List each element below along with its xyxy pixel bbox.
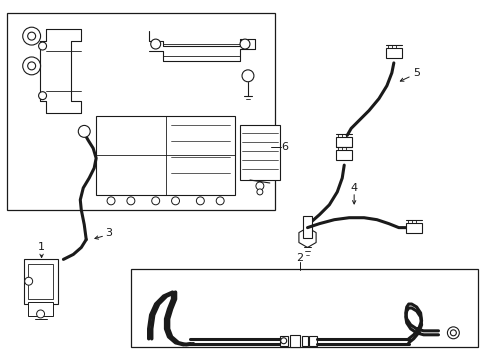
- Circle shape: [37, 310, 44, 318]
- Circle shape: [39, 92, 46, 100]
- Circle shape: [28, 32, 36, 40]
- Bar: [336, 137, 351, 147]
- Circle shape: [196, 197, 204, 205]
- Circle shape: [150, 39, 161, 49]
- Bar: [289, 335, 299, 347]
- Circle shape: [28, 62, 36, 70]
- Bar: [336, 150, 351, 160]
- Text: 5: 5: [412, 68, 419, 78]
- Bar: [28, 264, 53, 299]
- Bar: [279, 336, 287, 346]
- Bar: [28, 302, 53, 316]
- Bar: [405, 223, 421, 233]
- Bar: [131, 269, 477, 347]
- Bar: [96, 116, 235, 195]
- Circle shape: [22, 57, 41, 75]
- Bar: [301, 336, 307, 346]
- Bar: [7, 13, 274, 210]
- Circle shape: [256, 189, 263, 195]
- Text: 2: 2: [295, 253, 303, 264]
- Circle shape: [240, 39, 249, 49]
- Circle shape: [39, 42, 46, 50]
- Circle shape: [242, 70, 253, 82]
- Circle shape: [280, 338, 286, 344]
- Bar: [24, 260, 59, 304]
- Circle shape: [255, 182, 264, 190]
- Circle shape: [107, 197, 115, 205]
- Text: 3: 3: [105, 228, 112, 238]
- Circle shape: [22, 27, 41, 45]
- Circle shape: [127, 197, 135, 205]
- Circle shape: [216, 197, 224, 205]
- Text: 1: 1: [38, 243, 45, 252]
- Bar: [240, 125, 279, 180]
- Bar: [309, 336, 317, 346]
- Circle shape: [151, 197, 160, 205]
- Circle shape: [449, 330, 455, 336]
- Circle shape: [171, 197, 179, 205]
- Bar: [302, 216, 312, 238]
- Circle shape: [25, 277, 33, 285]
- Text: 4: 4: [350, 183, 357, 193]
- Circle shape: [447, 327, 458, 339]
- Circle shape: [78, 125, 90, 137]
- Bar: [385, 48, 401, 58]
- Text: 6: 6: [281, 142, 287, 152]
